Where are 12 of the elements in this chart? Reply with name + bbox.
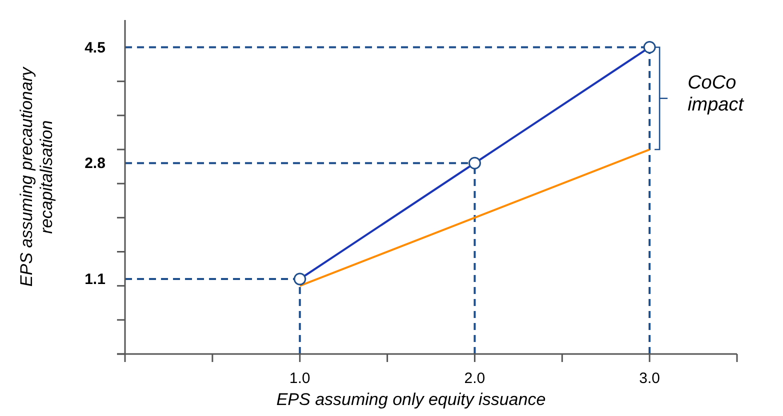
x-tick-label: 3.0 <box>639 370 660 387</box>
x-tick-label: 2.0 <box>464 370 486 387</box>
point <box>294 272 306 286</box>
y-axis-title: EPS assuming precautionary recapitalisation <box>17 66 56 287</box>
y-tick-label: 1.1 <box>84 271 106 288</box>
x-axis-title: EPS assuming only equity issuance <box>276 390 546 409</box>
point <box>643 41 656 54</box>
y-tick-label: 2.8 <box>84 155 106 172</box>
x-tick-label: 1.0 <box>289 370 310 387</box>
point <box>468 156 481 170</box>
annotation: CoCo impact <box>688 72 744 116</box>
y-tick-label: 4.5 <box>84 39 106 56</box>
